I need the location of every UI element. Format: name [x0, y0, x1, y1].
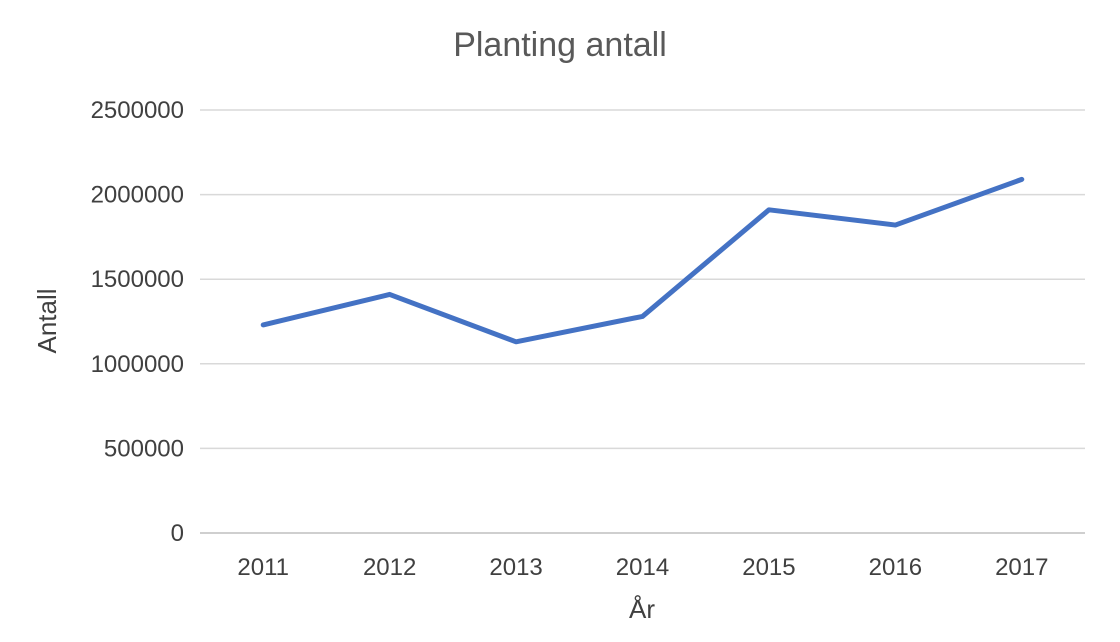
x-tick-label: 2013: [489, 554, 542, 581]
x-tick-label: 2014: [616, 554, 669, 581]
y-tick-label: 1500000: [91, 266, 184, 293]
y-axis-title: Antall: [32, 288, 62, 353]
y-tick-label: 2500000: [91, 97, 184, 124]
y-tick-label: 0: [171, 520, 184, 547]
x-tick-label: 2016: [869, 554, 922, 581]
x-tick-label: 2012: [363, 554, 416, 581]
chart-title: Planting antall: [453, 26, 667, 64]
y-tick-label: 2000000: [91, 182, 184, 209]
series-line: [260, 176, 1025, 345]
y-tick-label: 500000: [104, 435, 184, 462]
gridlines: [200, 109, 1085, 534]
x-tick-label: 2017: [995, 554, 1048, 581]
y-tick-labels: 0 500000 1000000 1500000 2000000 2500000: [91, 97, 184, 547]
x-axis-title: År: [629, 594, 655, 624]
x-tick-label: 2015: [742, 554, 795, 581]
x-tick-label: 2011: [237, 554, 289, 581]
x-tick-labels: 2011 2012 2013 2014 2015 2016 2017: [237, 554, 1048, 581]
y-tick-label: 1000000: [91, 351, 184, 378]
series: [260, 176, 1025, 345]
